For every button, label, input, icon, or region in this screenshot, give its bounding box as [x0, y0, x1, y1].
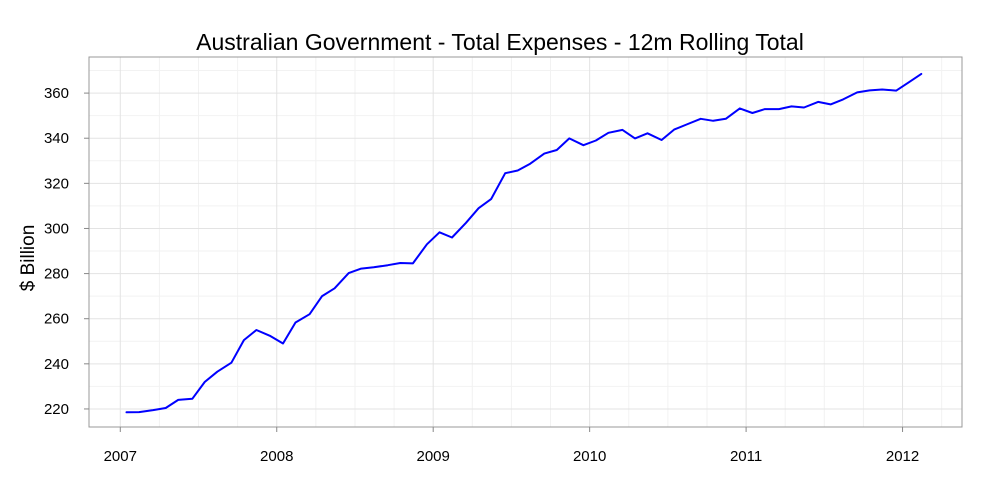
- x-tick-label: 2012: [886, 448, 919, 465]
- x-tick-label: 2009: [417, 448, 450, 465]
- y-tick-label: 260: [44, 311, 69, 328]
- major-gridlines: [89, 57, 962, 427]
- y-tick-label: 220: [44, 401, 69, 418]
- y-tick-label: 340: [44, 130, 69, 147]
- y-tick-label: 280: [44, 266, 69, 283]
- x-tick-label: 2007: [104, 448, 137, 465]
- minor-gridlines: [89, 57, 962, 427]
- y-tick-label: 300: [44, 220, 69, 237]
- x-axis-ticks: 2007 2008 2009 2010 2011 2012: [104, 427, 919, 465]
- chart-title: Australian Government - Total Expenses -…: [196, 29, 804, 55]
- plot-panel-border: [88, 56, 963, 428]
- y-axis-ticks: 220 240 260 280 300 320 340 360: [44, 85, 89, 418]
- x-tick-label: 2008: [260, 448, 293, 465]
- series-layer: [125, 72, 923, 414]
- x-tick-label: 2011: [730, 448, 762, 465]
- y-tick-label: 240: [44, 356, 69, 373]
- y-tick-label: 320: [44, 175, 69, 192]
- x-tick-label: 2010: [573, 448, 606, 465]
- y-tick-label: 360: [44, 85, 69, 102]
- y-axis-label: $ Billion: [18, 225, 39, 292]
- series-line-total-expenses: [125, 72, 923, 414]
